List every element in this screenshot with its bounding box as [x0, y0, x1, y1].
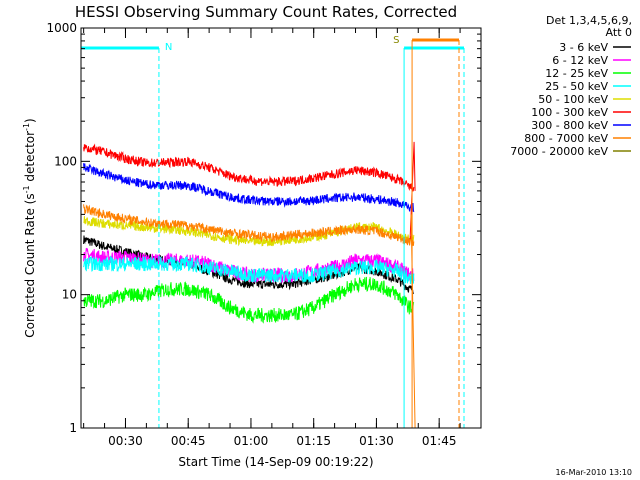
- legend-header-line1: Det 1,3,4,5,6,9,: [546, 14, 632, 27]
- x-axis-label: Start Time (14-Sep-09 00:19:22): [178, 455, 373, 469]
- chart-title: HESSI Observing Summary Count Rates, Cor…: [75, 3, 457, 21]
- marker-layer: NS: [81, 35, 465, 428]
- series-line-3: [83, 255, 415, 285]
- x-tick-label: 01:15: [296, 434, 331, 448]
- legend-label-1: 6 - 12 keV: [552, 54, 608, 67]
- axis-layer: 1 10 100 1000 00:30 00:45 01:00 01:15 01:30 01:45: [46, 21, 482, 448]
- series-line-0: [83, 235, 415, 295]
- legend-label-8: 7000 - 20000 keV: [510, 145, 608, 158]
- series-line-2: [83, 276, 415, 324]
- legend-label-0: 3 - 6 keV: [559, 41, 608, 54]
- legend-label-2: 12 - 25 keV: [545, 67, 608, 80]
- legend-label-6: 300 - 800 keV: [531, 119, 608, 132]
- legend-label-5: 100 - 300 keV: [531, 106, 608, 119]
- x-tick-label: 00:30: [108, 434, 143, 448]
- y-tick-label: 1: [69, 421, 77, 435]
- series-line-7: [83, 204, 415, 248]
- series-line-4: [83, 216, 415, 247]
- y-tick-label: 1000: [46, 21, 77, 35]
- legend-header-line2: Att 0: [606, 26, 632, 39]
- series-line-6: [83, 163, 415, 213]
- series-line-5: [83, 143, 415, 192]
- legend-label-4: 50 - 100 keV: [538, 93, 608, 106]
- legend-label-3: 25 - 50 keV: [545, 80, 608, 93]
- x-tick-label: 01:30: [359, 434, 394, 448]
- plot-frame: [80, 27, 482, 429]
- x-tick-label: 01:45: [422, 434, 457, 448]
- y-tick-label: 10: [62, 288, 77, 302]
- legend-label-7: 800 - 7000 keV: [524, 132, 608, 145]
- x-tick-label: 01:00: [234, 434, 269, 448]
- y-axis-label: Corrected Count Rate (s-1 detector-1): [22, 118, 37, 337]
- series-layer: [83, 141, 416, 429]
- y-tick-label: 100: [54, 154, 77, 168]
- footer-timestamp: 16-Mar-2010 13:10: [556, 468, 633, 477]
- marker-label-s: S: [393, 35, 399, 46]
- x-tick-label: 00:45: [171, 434, 206, 448]
- marker-label-n: N: [165, 42, 172, 53]
